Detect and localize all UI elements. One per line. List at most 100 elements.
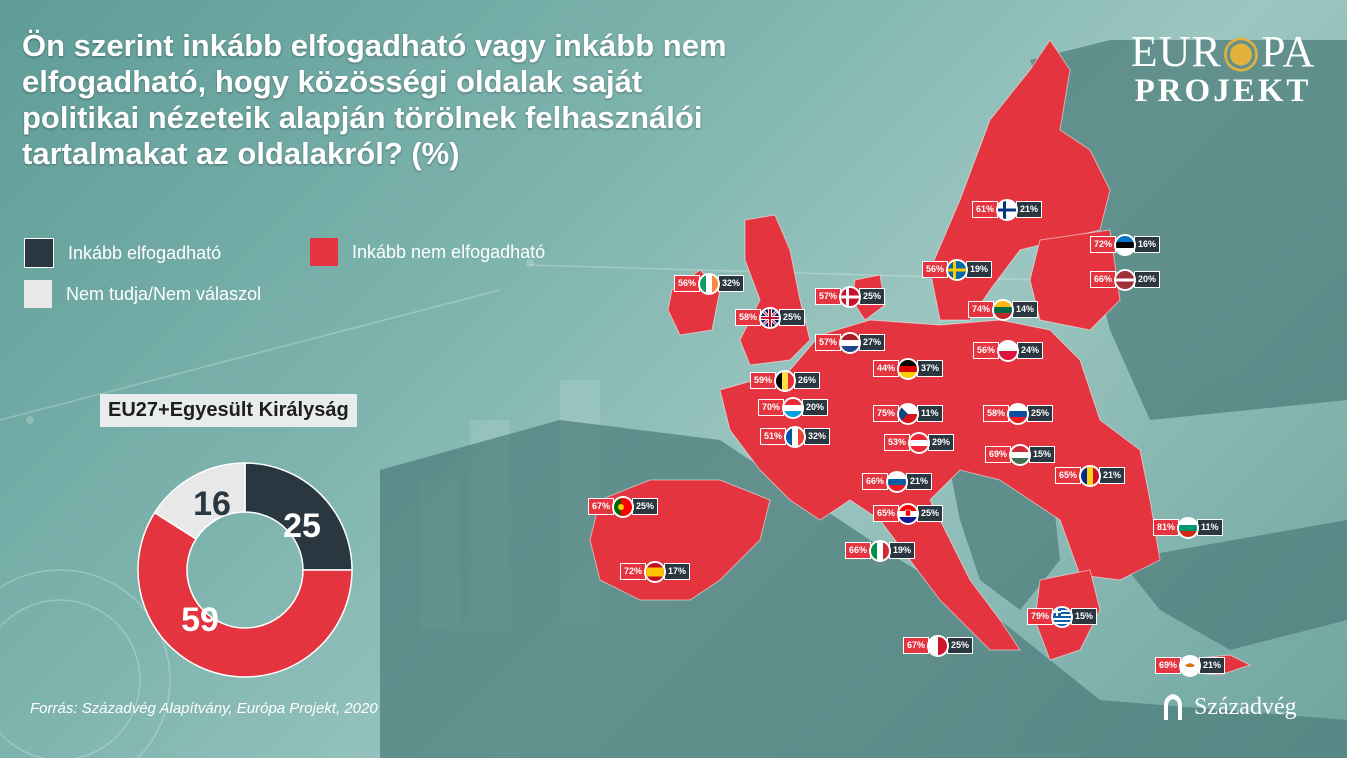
szazadveg-logo: Századvég — [1160, 692, 1297, 722]
not-acceptable-value: 81% — [1153, 519, 1180, 536]
acceptable-value: 16% — [1134, 236, 1161, 253]
france-flag-icon — [784, 425, 807, 448]
not-acceptable-value: 67% — [588, 498, 615, 515]
not-acceptable-value: 69% — [1155, 657, 1182, 674]
austria-flag-icon — [908, 431, 931, 454]
not-acceptable-value: 65% — [1055, 467, 1082, 484]
acceptable-value: 19% — [889, 542, 916, 559]
not-acceptable-value: 56% — [973, 342, 1000, 359]
donut-label-not-acceptable: 59 — [181, 601, 219, 639]
luxembourg-flag-icon — [782, 396, 805, 419]
acceptable-value: 21% — [1199, 657, 1226, 674]
not-acceptable-value: 70% — [758, 399, 785, 416]
legend-item-acceptable: Inkább elfogadható — [24, 238, 221, 268]
germany-flag-icon — [897, 357, 920, 380]
acceptable-value: 11% — [1197, 519, 1223, 536]
romania-flag-icon — [1079, 464, 1102, 487]
country-badge-sweden: 56% 19% — [922, 258, 993, 281]
country-badge-belgium: 59% 26% — [750, 369, 821, 392]
country-badge-czechia: 75% 11% — [873, 402, 943, 425]
acceptable-value: 32% — [718, 275, 745, 292]
country-badge-portugal: 67% 25% — [588, 495, 659, 518]
denmark-flag-icon — [839, 285, 862, 308]
country-badge-spain: 72% 17% — [620, 560, 691, 583]
not-acceptable-value: 67% — [903, 637, 930, 654]
lithuania-flag-icon — [992, 298, 1015, 321]
bulgaria-flag-icon — [1177, 516, 1200, 539]
spain-flag-icon — [644, 560, 667, 583]
not-acceptable-value: 58% — [983, 405, 1010, 422]
acceptable-value: 19% — [966, 261, 993, 278]
legend-label-dont-know: Nem tudja/Nem válaszol — [66, 283, 262, 304]
not-acceptable-value: 57% — [815, 334, 842, 351]
czechia-flag-icon — [897, 402, 920, 425]
not-acceptable-value: 66% — [1090, 271, 1117, 288]
not-acceptable-value: 56% — [922, 261, 949, 278]
szazadveg-logo-text: Századvég — [1194, 693, 1297, 720]
acceptable-value: 25% — [632, 498, 659, 515]
not-acceptable-value: 59% — [750, 372, 777, 389]
donut-label-acceptable: 25 — [283, 507, 321, 545]
eu-total-label: EU27+Egyesült Királyság — [100, 394, 357, 427]
greece-flag-icon — [1051, 605, 1074, 628]
not-acceptable-value: 58% — [735, 309, 762, 326]
not-acceptable-value: 79% — [1027, 608, 1054, 625]
hungary-flag-icon — [1009, 443, 1032, 466]
logo-text-eur: EUR — [1130, 27, 1222, 76]
legend-item-dont-know: Nem tudja/Nem válaszol — [24, 280, 261, 308]
acceptable-value: 25% — [917, 505, 944, 522]
poland-flag-icon — [997, 339, 1020, 362]
legend-label-not-acceptable: Inkább nem elfogadható — [352, 241, 546, 262]
not-acceptable-value: 65% — [873, 505, 900, 522]
acceptable-value: 21% — [1099, 467, 1126, 484]
logo-text-projekt: PROJEKT — [1134, 73, 1312, 109]
not-acceptable-value: 74% — [968, 301, 995, 318]
acceptable-value: 24% — [1017, 342, 1044, 359]
country-badge-croatia: 65% 25% — [873, 502, 944, 525]
eu-land — [589, 39, 1252, 676]
not-acceptable-value: 72% — [1090, 236, 1117, 253]
acceptable-value: 15% — [1029, 446, 1056, 463]
acceptable-value: 25% — [779, 309, 806, 326]
acceptable-value: 25% — [859, 288, 886, 305]
country-badge-slovenia: 66% 21% — [862, 470, 933, 493]
latvia-flag-icon — [1114, 268, 1137, 291]
country-badge-slovakia: 58% 25% — [983, 402, 1054, 425]
country-badge-romania: 65% 21% — [1055, 464, 1126, 487]
legend-label-acceptable: Inkább elfogadható — [68, 242, 222, 263]
estonia-flag-icon — [1114, 233, 1137, 256]
sweden-flag-icon — [946, 258, 969, 281]
not-acceptable-value: 66% — [862, 473, 889, 490]
logo-text-pa: PA — [1261, 27, 1316, 76]
country-badge-bulgaria: 81% 11% — [1153, 516, 1223, 539]
not-acceptable-value: 61% — [972, 201, 999, 218]
legend-item-not-acceptable: Inkább nem elfogadható — [310, 238, 545, 266]
country-badge-germany: 44% 37% — [873, 357, 944, 380]
cyprus-flag-icon — [1179, 654, 1202, 677]
country-badge-lithuania: 74% 14% — [968, 298, 1039, 321]
acceptable-value: 14% — [1012, 301, 1039, 318]
not-acceptable-value: 56% — [674, 275, 701, 292]
country-badge-estonia: 72% 16% — [1090, 233, 1161, 256]
acceptable-value: 27% — [859, 334, 886, 351]
country-badge-cyprus: 69% 21% — [1155, 654, 1226, 677]
acceptable-value: 32% — [804, 428, 831, 445]
slovenia-flag-icon — [886, 470, 909, 493]
acceptable-value: 25% — [1027, 405, 1054, 422]
acceptable-value: 11% — [917, 405, 943, 422]
acceptable-value: 29% — [928, 434, 955, 451]
not-acceptable-value: 53% — [884, 434, 911, 451]
donut-segment-not-acceptable — [137, 511, 353, 678]
not-acceptable-value: 51% — [760, 428, 787, 445]
belgium-flag-icon — [774, 369, 797, 392]
country-badge-united-kingdom: 58% 25% — [735, 306, 806, 329]
finland-flag-icon — [996, 198, 1019, 221]
country-badge-finland: 61% 21% — [972, 198, 1043, 221]
europa-projekt-logo: EUR◉PA PROJEKT — [1118, 27, 1328, 109]
malta-flag-icon — [927, 634, 950, 657]
acceptable-value: 15% — [1071, 608, 1098, 625]
country-badge-greece: 79% 15% — [1027, 605, 1098, 628]
donut-segment-dont-know — [153, 462, 246, 540]
location-pin-icon: ◉ — [1221, 27, 1262, 76]
not-acceptable-value: 75% — [873, 405, 900, 422]
